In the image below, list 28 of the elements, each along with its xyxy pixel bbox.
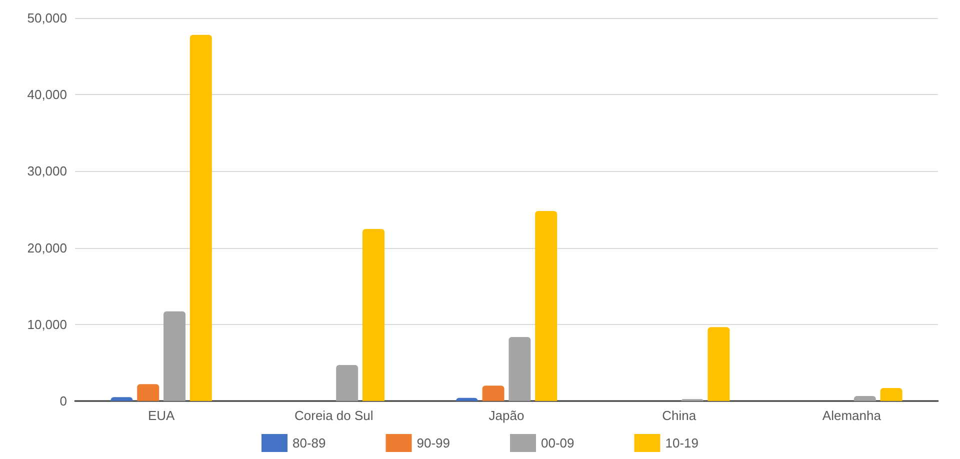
y-tick-label: 50,000 <box>27 10 67 26</box>
bar <box>137 384 160 401</box>
x-tick-label: Japão <box>488 408 524 423</box>
bar <box>482 386 504 401</box>
y-tick-label: 20,000 <box>27 240 67 256</box>
y-tick-label: 10,000 <box>27 316 67 332</box>
bar <box>708 327 730 401</box>
bar <box>336 365 358 401</box>
x-tick-label: Coreia do Sul <box>294 408 374 423</box>
bar <box>535 211 558 401</box>
y-tick-label: 30,000 <box>27 164 67 179</box>
x-tick-label: China <box>662 408 697 423</box>
legend-label: 90-99 <box>416 436 450 450</box>
bar <box>110 397 133 401</box>
y-tick-label: 0 <box>60 394 67 408</box>
bar <box>362 229 384 401</box>
y-tick-label: 40,000 <box>27 87 67 102</box>
x-tick-label: EUA <box>148 408 175 423</box>
bar <box>854 396 876 401</box>
legend-label: 10-19 <box>665 436 698 450</box>
bar <box>508 337 531 401</box>
bar <box>880 388 902 401</box>
legend-label: 80-89 <box>292 436 326 450</box>
x-tick-label: Alemanha <box>822 408 882 423</box>
legend-label: 00-09 <box>541 436 574 450</box>
bar <box>190 34 212 401</box>
bar <box>456 398 478 401</box>
bar <box>164 311 186 401</box>
